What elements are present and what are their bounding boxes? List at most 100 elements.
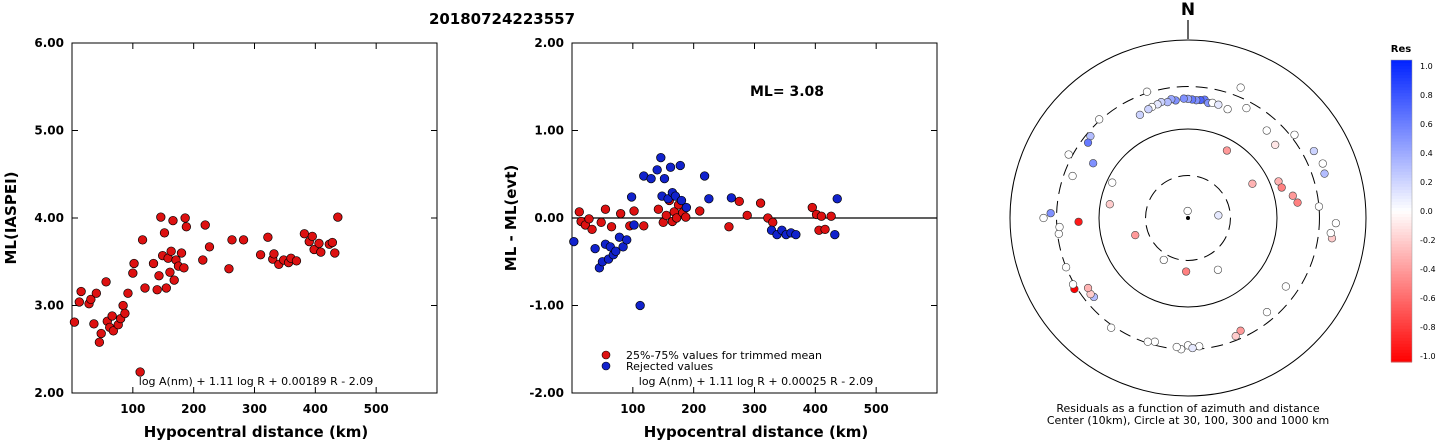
x-tick-label: 100: [120, 402, 145, 416]
colorbar-cell: [1391, 334, 1412, 339]
colorbar-cell: [1391, 244, 1412, 248]
data-point: [181, 222, 192, 232]
colorbar-cell: [1391, 280, 1412, 284]
y-axis-label: ML(IASPEI): [2, 171, 20, 264]
legend-label-rejected: Rejected values: [626, 360, 713, 373]
y-tick-label: 6.00: [34, 36, 64, 50]
data-point: [269, 249, 279, 259]
data-point: [255, 250, 266, 260]
x-tick-label: 200: [681, 402, 706, 416]
data-point: [128, 268, 138, 278]
station-point: [1188, 343, 1197, 353]
colorbar-cell: [1391, 63, 1412, 67]
station-point: [1195, 342, 1204, 351]
colorbar-cell: [1391, 177, 1412, 182]
data-point: [768, 217, 778, 228]
colorbar-cell: [1391, 253, 1412, 257]
event-title: 20180724223557: [429, 10, 575, 28]
data-point: [832, 194, 842, 204]
colorbar-cell: [1391, 93, 1412, 97]
colorbar-tick-label: 0.8: [1420, 91, 1433, 100]
data-point: [681, 212, 691, 222]
colorbar-tick-label: 0.4: [1420, 149, 1433, 158]
colorbar-cell: [1391, 349, 1412, 354]
data-point: [314, 238, 324, 249]
colorbar-tick-label: -0.4: [1420, 265, 1436, 274]
station-point: [1214, 211, 1223, 220]
data-point: [333, 212, 343, 222]
station-point: [1213, 265, 1223, 274]
data-point: [299, 229, 310, 239]
data-point: [574, 207, 584, 217]
colorbar-cell: [1391, 313, 1412, 318]
station-point: [1222, 146, 1232, 155]
station-point: [1142, 87, 1152, 96]
colorbar-cell: [1391, 337, 1412, 342]
data-point: [807, 202, 817, 213]
data-point: [200, 220, 210, 230]
station-point: [1055, 222, 1064, 232]
colorbar-cell: [1391, 226, 1412, 230]
station-point: [1179, 94, 1188, 103]
data-point: [596, 217, 606, 228]
colorbar-cell: [1391, 129, 1412, 133]
colorbar-cell: [1391, 147, 1412, 152]
x-axis-label: Hypocentral distance (km): [144, 423, 369, 441]
station-point: [1172, 342, 1181, 352]
colorbar-cell: [1391, 96, 1412, 100]
station-point: [1248, 179, 1257, 188]
colorbar-cell: [1391, 69, 1412, 73]
colorbar-cell: [1391, 186, 1412, 191]
data-point: [227, 235, 237, 245]
data-point: [94, 337, 105, 347]
y-tick-label: 2.00: [34, 386, 64, 400]
station-point: [1231, 332, 1240, 341]
azimuth-residual-map: N Residuals as a function of azimuth and…: [1009, 0, 1436, 427]
data-point: [307, 231, 317, 242]
data-point: [161, 283, 171, 293]
data-point: [159, 228, 170, 238]
station-point: [1277, 183, 1286, 192]
data-point: [238, 235, 249, 245]
data-point: [584, 214, 594, 224]
colorbar-cell: [1391, 289, 1412, 294]
colorbar-tick-label: -1.0: [1420, 352, 1436, 361]
colorbar-cell: [1391, 162, 1412, 167]
data-point: [108, 326, 119, 336]
data-point: [661, 210, 671, 221]
data-point: [169, 275, 179, 285]
y-tick-label: -2.00: [529, 386, 564, 400]
colorbar-cell: [1391, 174, 1412, 179]
data-point: [176, 248, 187, 258]
data-point: [676, 195, 687, 206]
data-point: [653, 204, 664, 214]
data-point: [699, 171, 710, 181]
colorbar-cell: [1391, 214, 1412, 218]
data-point: [74, 297, 84, 307]
data-point: [639, 221, 649, 231]
colorbar-cell: [1391, 135, 1412, 140]
colorbar-cell: [1391, 195, 1412, 200]
data-point: [327, 237, 338, 248]
data-point: [135, 367, 145, 377]
colorbar-cell: [1391, 301, 1412, 306]
data-point: [137, 235, 148, 245]
plot-frame: [71, 42, 438, 394]
data-point: [156, 212, 166, 222]
colorbar-cell: [1391, 325, 1412, 330]
colorbar-cell: [1391, 60, 1412, 64]
colorbar-tick-label: 0.2: [1420, 178, 1433, 187]
colorbar-cell: [1391, 241, 1412, 245]
colorbar-cell: [1391, 331, 1412, 336]
data-point: [569, 236, 579, 247]
data-point: [590, 243, 600, 254]
colorbar-cell: [1391, 217, 1412, 221]
data-point: [816, 211, 827, 221]
station-point: [1143, 337, 1152, 346]
colorbar-cell: [1391, 201, 1412, 206]
colorbar-cell: [1391, 183, 1412, 188]
colorbar-cell: [1391, 211, 1412, 215]
colorbar-cell: [1391, 159, 1412, 164]
station-point: [1083, 283, 1093, 293]
data-point: [123, 288, 133, 298]
